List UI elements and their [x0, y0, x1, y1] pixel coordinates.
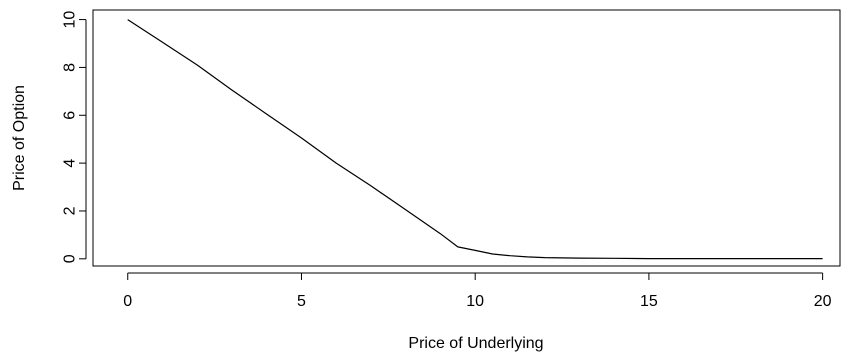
x-tick-label: 10	[466, 293, 484, 310]
y-axis: 0 2 4 6 8 10	[62, 11, 87, 263]
y-tick-label: 6	[62, 111, 79, 120]
y-tick-label: 10	[62, 11, 79, 29]
y-tick-label: 8	[62, 63, 79, 72]
y-tick-label: 4	[62, 159, 79, 168]
x-tick-label: 20	[814, 293, 832, 310]
x-tick-label: 5	[297, 293, 306, 310]
x-tick-label: 15	[640, 293, 658, 310]
series-layer	[127, 19, 823, 260]
x-tick-label: 0	[123, 293, 132, 310]
x-axis: 0 5 10 15 20	[123, 272, 832, 310]
y-tick-label: 2	[62, 206, 79, 215]
y-axis-title: Price of Option	[11, 85, 28, 191]
x-axis-title: Price of Underlying	[408, 335, 543, 352]
plot-frame	[92, 9, 841, 267]
series-line	[127, 19, 823, 260]
y-tick-label: 0	[62, 254, 79, 263]
